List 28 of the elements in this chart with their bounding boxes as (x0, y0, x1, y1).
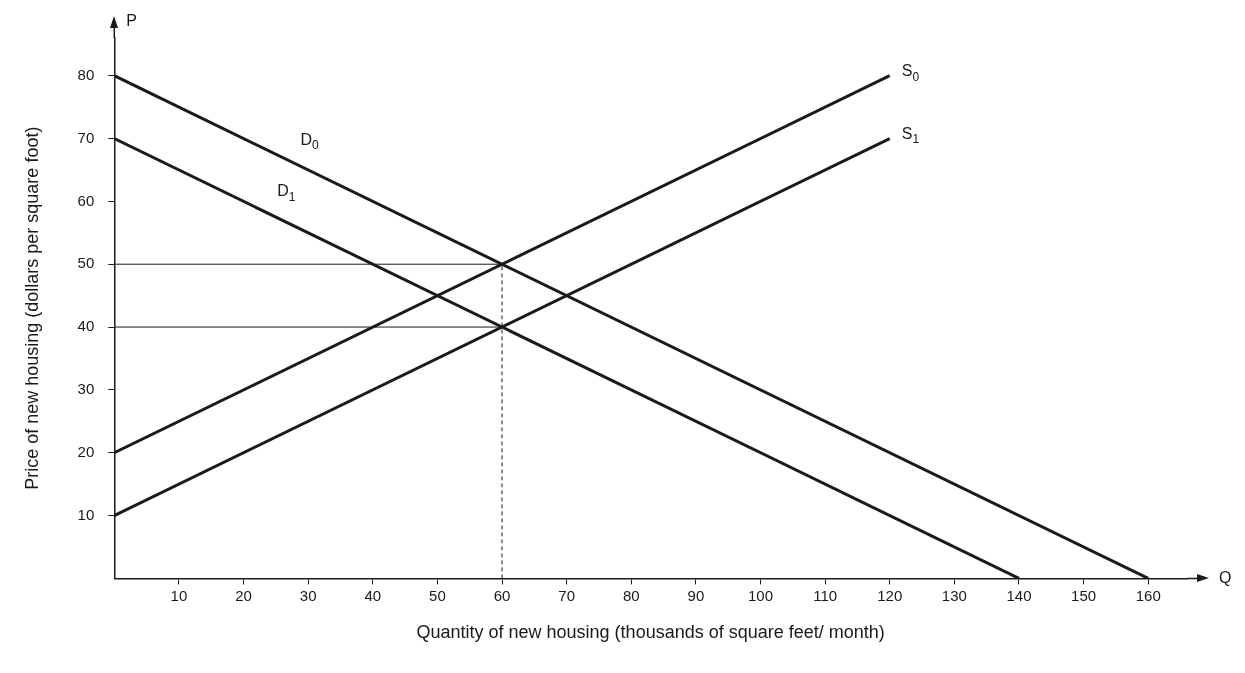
y-tick-label: 10 (77, 505, 95, 523)
x-tick-label: 20 (235, 586, 252, 604)
x-tick-label: 100 (747, 586, 774, 604)
text: Q (1219, 568, 1232, 586)
x-tick-label: 80 (622, 586, 640, 604)
x-tick-label: 70 (558, 586, 575, 604)
y-tick-label: 70 (77, 128, 95, 146)
x-tick-label: 60 (493, 586, 511, 604)
x-tick-label: 120 (877, 586, 903, 604)
y-tick-label: 60 (77, 191, 95, 209)
y-axis-title: Price of new housing (dollars per square foot) (21, 126, 42, 490)
x-tick-label: 150 (1071, 586, 1097, 604)
y-tick-label: 30 (77, 380, 95, 398)
x-tick-label: 10 (170, 586, 188, 604)
x-tick-label: 40 (364, 586, 382, 604)
y-tick-label: 20 (77, 442, 95, 460)
x-axis-title: Quantity of new housing (thousands of square feet/ month) (416, 622, 885, 643)
x-tick-label: 50 (429, 586, 446, 604)
x-tick-label: 130 (941, 586, 967, 604)
text: P (126, 12, 137, 30)
x-tick-label: 140 (1006, 586, 1032, 604)
x-tick-label: 90 (687, 586, 705, 604)
y-tick-label: 80 (77, 65, 95, 83)
y-tick-label: 40 (77, 317, 95, 335)
x-tick-label: 30 (299, 586, 317, 604)
x-tick-label: 160 (1135, 586, 1161, 604)
x-tick-label: 110 (813, 586, 838, 604)
y-tick-label: 50 (77, 254, 95, 272)
